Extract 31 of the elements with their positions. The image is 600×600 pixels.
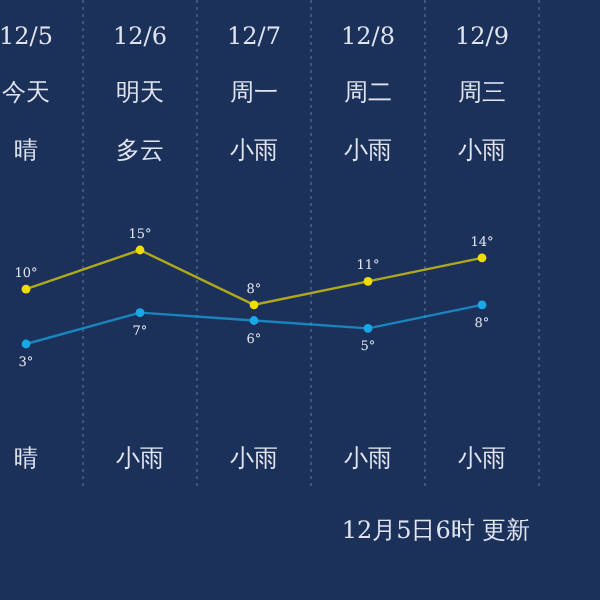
- text: 12月5日6时 更新: [341, 516, 531, 544]
- text: 周三: [458, 78, 506, 106]
- point: [249, 316, 259, 325]
- x-tick-label: 12/8: [341, 22, 395, 50]
- point: [21, 284, 31, 294]
- point: [135, 245, 145, 255]
- point: [249, 300, 259, 310]
- x-tick-label: 12/6: [113, 22, 167, 50]
- text: 晴: [14, 444, 38, 472]
- point: [477, 300, 487, 310]
- text: 小雨: [230, 444, 278, 472]
- text: 小雨: [344, 136, 392, 164]
- text: 今天: [2, 78, 50, 106]
- text: 晴: [14, 136, 38, 164]
- text: 小雨: [230, 136, 278, 164]
- text: 小雨: [458, 444, 506, 472]
- text: 明天: [116, 78, 164, 106]
- text: 小雨: [116, 444, 164, 472]
- x-tick-label: 12/5: [0, 22, 53, 50]
- point: [363, 276, 373, 286]
- point: [21, 339, 31, 349]
- point: [477, 253, 487, 263]
- point: [363, 323, 373, 333]
- x-tick-label: 12/7: [227, 22, 281, 50]
- text: 小雨: [344, 444, 392, 472]
- text: 小雨: [458, 136, 506, 164]
- text: 周一: [230, 78, 278, 106]
- x-tick-label: 12/9: [455, 22, 509, 50]
- point: [135, 308, 145, 318]
- text: 多云: [116, 136, 164, 164]
- text: 周二: [344, 78, 392, 106]
